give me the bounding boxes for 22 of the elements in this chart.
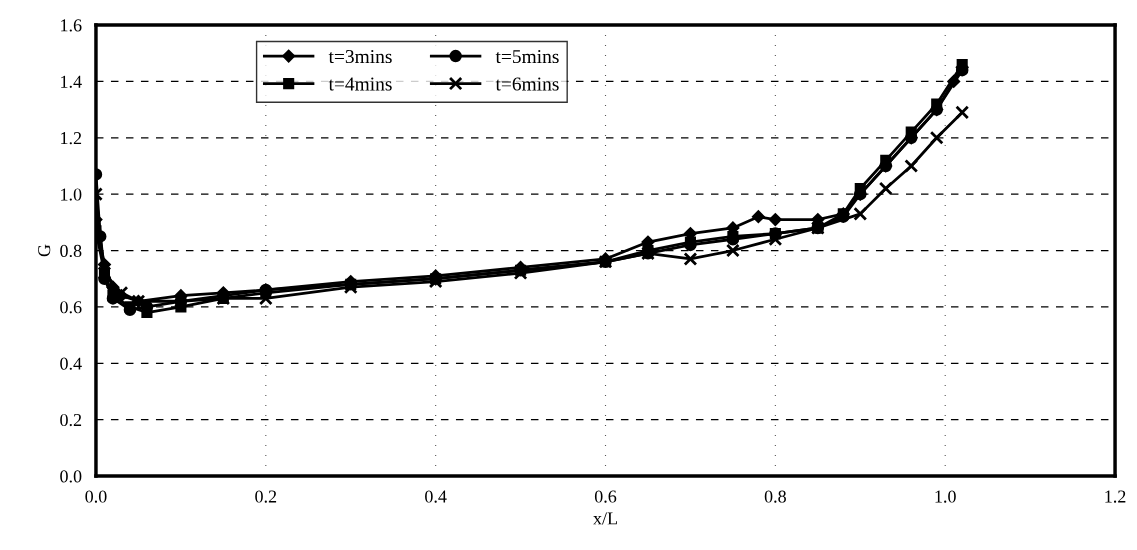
- y-tick-label: 0.4: [60, 357, 82, 370]
- x-tick-label: 0.6: [594, 490, 617, 503]
- x-tick-label: 0.8: [764, 490, 786, 503]
- y-tick-label: 1.0: [61, 188, 82, 201]
- legend-label: t=6mins: [495, 77, 559, 91]
- legend-label: t=5mins: [495, 50, 559, 64]
- x-tick-label: 0.2: [255, 490, 277, 503]
- x-tick-label: 0.0: [85, 490, 107, 503]
- x-axis-title: x/L: [593, 512, 617, 525]
- x-tick-label: 1.2: [1105, 490, 1126, 503]
- y-tick-label: 0.0: [60, 470, 82, 483]
- y-tick-label: 0.2: [60, 413, 82, 427]
- y-tick-label: 1.6: [61, 19, 82, 32]
- y-tick-label: 0.8: [60, 244, 82, 258]
- x-tick-label: 0.4: [425, 490, 447, 503]
- legend-label: t=3mins: [328, 50, 392, 64]
- y-tick-label: 0.6: [60, 301, 82, 314]
- y-axis-title: G: [38, 244, 51, 257]
- legend-label: t=4mins: [328, 77, 392, 91]
- y-tick-label: 1.4: [61, 75, 82, 88]
- x-tick-label: 1.0: [935, 490, 956, 503]
- y-tick-label: 1.2: [61, 132, 82, 145]
